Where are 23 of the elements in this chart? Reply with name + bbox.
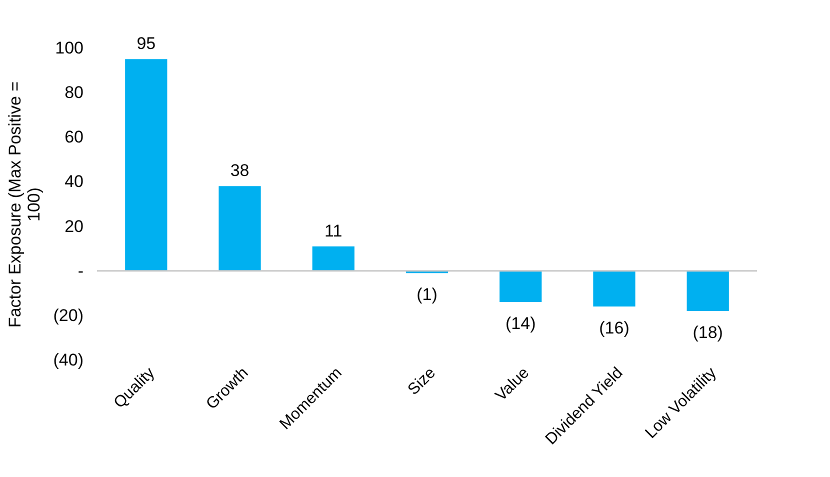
bar [218, 186, 261, 271]
y-tick-label: 20 [64, 216, 84, 236]
y-tick-label: 100 [55, 38, 84, 58]
data-label: 38 [230, 161, 250, 180]
y-axis-title: Factor Exposure (Max Positive = 100) [5, 81, 44, 328]
data-label: 11 [324, 221, 342, 240]
bar [312, 246, 354, 271]
y-tick-label: - [78, 261, 84, 280]
x-tick-label: Size [404, 364, 440, 399]
bar [593, 270, 636, 307]
y-tick-label: 80 [64, 83, 84, 102]
data-label: (14) [506, 314, 536, 334]
data-label: (16) [599, 318, 630, 338]
y-tick-label: (40) [53, 350, 84, 370]
bar [125, 59, 168, 271]
y-tick-label: 40 [64, 172, 84, 192]
y-tick-label: 60 [64, 128, 84, 147]
data-label: (1) [416, 285, 438, 304]
y-tick-label: (20) [53, 306, 84, 325]
bar [500, 270, 542, 302]
bar [686, 270, 729, 311]
data-label: 95 [136, 34, 156, 54]
data-label: (18) [692, 322, 723, 342]
